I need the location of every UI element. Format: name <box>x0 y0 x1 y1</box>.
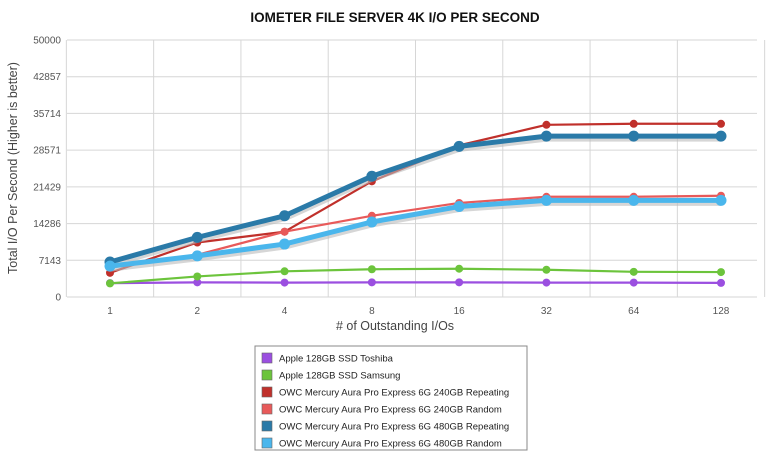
data-point <box>542 120 551 129</box>
x-tick-label: 32 <box>541 306 553 317</box>
x-tick-label: 128 <box>713 306 730 317</box>
y-tick-label: 14286 <box>33 219 61 230</box>
y-tick-label: 28571 <box>33 146 61 157</box>
series-line <box>109 133 721 265</box>
data-point <box>193 272 202 281</box>
y-tick-label: 50000 <box>33 36 61 47</box>
data-point <box>191 231 203 243</box>
y-tick-label: 0 <box>55 293 61 304</box>
data-point <box>455 278 464 287</box>
x-tick-label: 8 <box>369 306 375 317</box>
data-point <box>279 238 291 250</box>
legend-label: Apple 128GB SSD Toshiba <box>279 354 394 365</box>
legend-label: OWC Mercury Aura Pro Express 6G 480GB Re… <box>279 422 509 433</box>
data-point <box>366 170 378 182</box>
data-point <box>367 278 376 287</box>
legend-label: OWC Mercury Aura Pro Express 6G 480GB Ra… <box>279 439 502 450</box>
series-line <box>109 197 721 269</box>
legend: Apple 128GB SSD Toshiba Apple 128GB SSD S… <box>254 345 528 451</box>
legend-swatch <box>261 352 273 364</box>
data-point <box>628 130 640 142</box>
series-6 <box>104 194 727 272</box>
data-point <box>367 265 376 274</box>
data-point <box>629 267 638 276</box>
y-axis-ticks: 0 7143 14286 21429 28571 35714 42857 50000 <box>33 36 61 304</box>
data-point <box>106 279 114 288</box>
legend-swatch <box>261 420 273 432</box>
data-point <box>715 130 727 142</box>
data-point <box>717 278 725 287</box>
x-axis-ticks: 1 2 4 8 16 32 64 128 <box>107 306 730 317</box>
series-line <box>109 194 722 269</box>
data-point <box>453 140 465 152</box>
y-axis-label: Total I/O Per Second (Higher is better) <box>6 62 20 274</box>
x-axis-label: # of Outstanding I/Os <box>336 319 454 333</box>
legend-label: Apple 128GB SSD Samsung <box>279 371 400 382</box>
data-point <box>279 210 291 222</box>
data-point <box>280 227 289 236</box>
x-tick-label: 16 <box>454 306 466 317</box>
series-line <box>109 281 722 285</box>
data-point <box>280 267 289 276</box>
legend-swatch <box>261 437 273 449</box>
series-lines <box>104 119 727 288</box>
y-tick-label: 35714 <box>33 109 61 120</box>
data-point <box>104 260 116 272</box>
legend-label: OWC Mercury Aura Pro Express 6G 240GB Re… <box>279 388 509 399</box>
legend-box <box>254 345 528 451</box>
chart-title: IOMETER FILE SERVER 4K I/O PER SECOND <box>250 10 540 25</box>
data-point <box>540 130 552 142</box>
series-line <box>109 267 722 285</box>
data-point <box>628 194 640 206</box>
data-point <box>717 268 725 277</box>
grid-lines <box>65 39 766 298</box>
x-tick-label: 4 <box>282 306 288 317</box>
legend-swatch <box>261 403 273 415</box>
data-point <box>540 194 552 206</box>
series-2 <box>106 264 725 288</box>
data-point <box>453 201 465 213</box>
data-point <box>715 194 727 206</box>
legend-label: OWC Mercury Aura Pro Express 6G 240GB Ra… <box>279 405 502 416</box>
x-tick-label: 1 <box>107 306 113 317</box>
data-point <box>542 265 551 274</box>
x-tick-label: 64 <box>628 306 640 317</box>
data-point <box>542 278 551 287</box>
data-point <box>629 119 638 128</box>
legend-swatch <box>261 386 273 398</box>
y-tick-label: 21429 <box>33 182 61 193</box>
data-point <box>629 278 638 287</box>
data-point <box>455 264 464 273</box>
data-point <box>366 216 378 228</box>
data-point <box>280 278 289 287</box>
data-point <box>193 278 202 287</box>
x-tick-label: 2 <box>195 306 201 317</box>
y-tick-label: 7143 <box>39 256 62 267</box>
data-point <box>717 119 725 128</box>
series-1 <box>106 278 725 288</box>
series-5 <box>104 130 727 268</box>
data-point <box>191 250 203 262</box>
legend-swatch <box>261 369 273 381</box>
y-tick-label: 42857 <box>33 72 61 83</box>
